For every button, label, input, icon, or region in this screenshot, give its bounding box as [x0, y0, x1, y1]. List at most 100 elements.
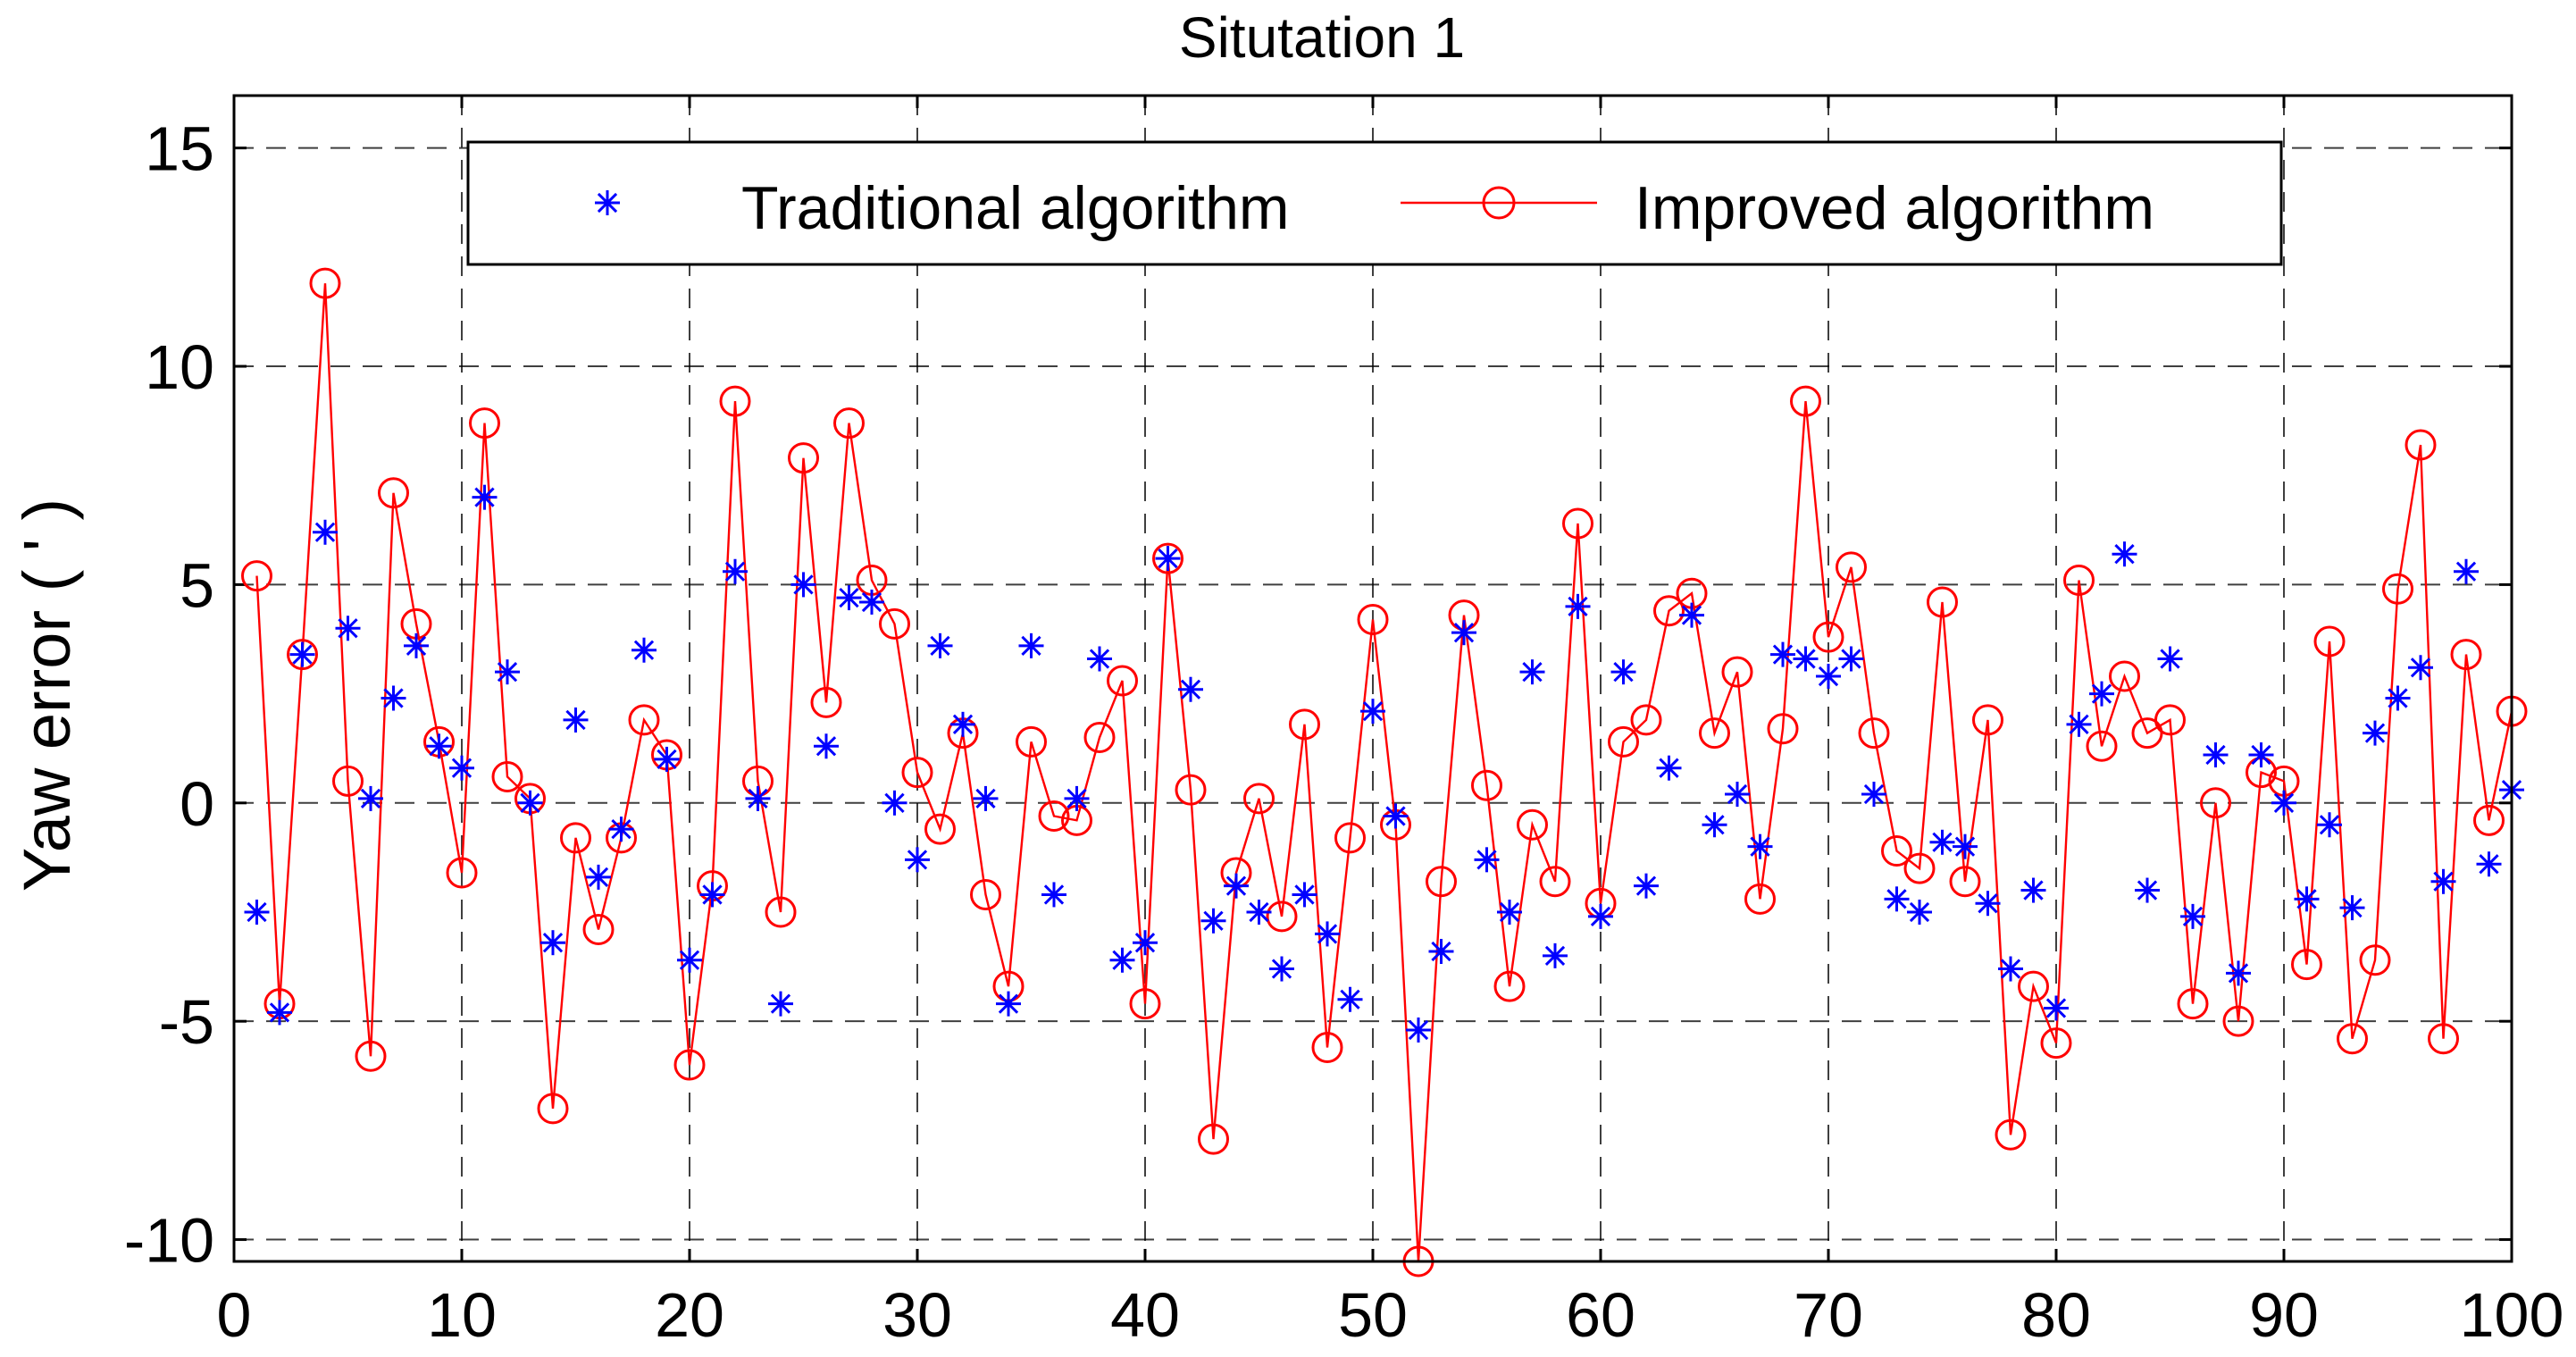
traditional-point	[2226, 960, 2251, 986]
traditional-point	[859, 589, 884, 615]
traditional-point	[973, 785, 999, 811]
improved-point	[537, 1093, 569, 1125]
improved-point	[1334, 822, 1366, 854]
traditional-point	[1474, 847, 1500, 873]
traditional-point	[2363, 720, 2388, 746]
traditional-point	[1565, 593, 1591, 619]
traditional-point	[1224, 873, 1249, 899]
improved-point	[241, 560, 272, 592]
traditional-point	[1178, 676, 1203, 702]
traditional-point	[2044, 995, 2069, 1021]
improved-point	[2291, 949, 2322, 981]
traditional-point	[2385, 685, 2411, 711]
traditional-point	[2066, 711, 2092, 737]
improved-point	[2405, 429, 2437, 461]
traditional-point	[1634, 873, 1659, 899]
traditional-point	[381, 685, 406, 711]
traditional-point	[2089, 681, 2114, 707]
x-tick-label: 70	[1794, 1280, 1863, 1350]
traditional-point	[836, 585, 862, 611]
traditional-point	[1133, 930, 1158, 956]
traditional-point	[631, 637, 657, 663]
traditional-point	[2112, 541, 2137, 567]
traditional-point	[1907, 899, 1932, 925]
legend-traditional-marker	[595, 190, 620, 215]
traditional-point	[517, 790, 543, 816]
traditional-point	[1451, 620, 1476, 646]
traditional-point	[244, 899, 270, 925]
traditional-point	[449, 755, 474, 781]
traditional-point	[1406, 1017, 1431, 1043]
improved-algorithm-series	[241, 267, 2528, 1277]
legend-box	[466, 140, 2283, 266]
traditional-point	[563, 707, 589, 733]
improved-point	[2018, 970, 2049, 1002]
traditional-point	[267, 1000, 292, 1026]
traditional-point	[1702, 812, 1727, 838]
traditional-point	[790, 572, 816, 598]
traditional-point	[2430, 868, 2456, 894]
improved-point	[1767, 713, 1799, 745]
improved-point	[1471, 769, 1502, 801]
traditional-point	[426, 733, 452, 759]
improved-point	[1630, 704, 1662, 736]
improved-point	[879, 607, 910, 640]
legend-traditional-asterisk	[595, 190, 620, 215]
traditional-point	[2408, 655, 2433, 681]
x-tick-label: 10	[427, 1280, 497, 1350]
improved-point	[1038, 800, 1070, 832]
legend-improved-marker	[1482, 186, 1516, 220]
y-tick-label: 0	[180, 769, 214, 839]
improved-point	[1790, 385, 1821, 417]
traditional-point	[1383, 803, 1409, 829]
improved-point	[1881, 835, 1912, 867]
improved-point	[1721, 656, 1753, 688]
traditional-point	[1953, 833, 1978, 859]
traditional-point	[1588, 903, 1613, 929]
improved-point	[1972, 704, 2003, 736]
improved-point	[1653, 595, 1685, 627]
x-tick-label: 50	[1338, 1280, 1408, 1350]
improved-point	[1949, 866, 1981, 898]
improved-point	[1927, 586, 1958, 618]
improved-point	[2200, 787, 2231, 819]
traditional-point	[2271, 790, 2296, 816]
traditional-point	[2294, 886, 2320, 912]
traditional-point	[699, 882, 725, 908]
traditional-point	[313, 519, 338, 545]
traditional-point	[2020, 877, 2046, 903]
plot-frame	[232, 94, 2513, 1263]
improved-point	[2063, 565, 2095, 597]
x-tick-label: 0	[217, 1280, 252, 1350]
traditional-point	[1998, 956, 2023, 982]
traditional-point	[1656, 755, 1682, 781]
improved-point	[1198, 1123, 1229, 1155]
traditional-point	[1838, 646, 1864, 672]
traditional-point	[882, 790, 907, 816]
traditional-point	[745, 785, 771, 811]
legend-traditional-label: Traditional algorithm	[741, 174, 1290, 242]
traditional-point	[1679, 602, 1704, 628]
improved-point	[628, 704, 660, 736]
traditional-point	[1041, 882, 1066, 908]
traditional-point	[2339, 895, 2365, 921]
traditional-point	[723, 558, 748, 584]
traditional-point	[1018, 632, 1044, 658]
traditional-point	[996, 991, 1021, 1017]
x-tick-label: 80	[2021, 1280, 2091, 1350]
x-tick-label: 90	[2249, 1280, 2319, 1350]
improved-point	[1357, 604, 1389, 636]
improved-point	[309, 267, 341, 299]
improved-point	[1493, 970, 1526, 1002]
improved-point	[1016, 725, 1047, 758]
improved-point	[1699, 717, 1730, 750]
improved-point	[332, 765, 364, 797]
traditional-point	[335, 616, 361, 641]
traditional-point	[1861, 782, 1886, 808]
traditional-algorithm-series	[244, 484, 2524, 1043]
traditional-point	[905, 847, 930, 873]
improved-point	[719, 385, 751, 417]
traditional-point	[2476, 851, 2502, 877]
y-axis-label: Yaw error ( ' )	[10, 498, 84, 892]
